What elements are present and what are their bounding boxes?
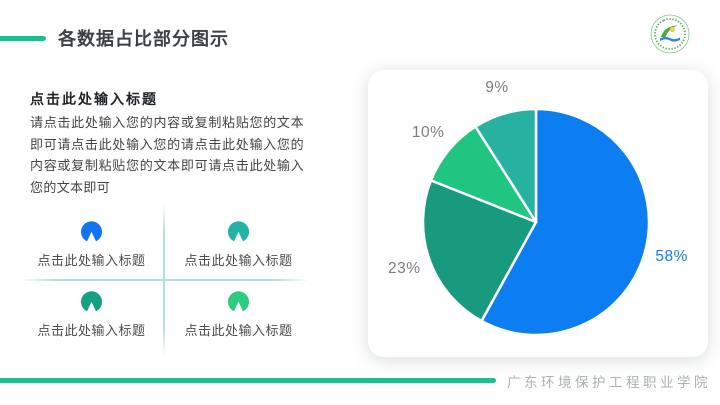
pie-percent-label: 9% (485, 78, 509, 96)
pie-slice (480, 107, 651, 337)
grid-item-1: 点击此处输入标题 (18, 210, 165, 280)
grid-divider-horizontal (20, 279, 310, 281)
grid-item-3: 点击此处输入标题 (18, 280, 165, 350)
title-accent-dash (0, 36, 46, 41)
intro-body-text: 请点击此处输入您的内容或复制粘贴您的文本即可请点击此处输入您的请点击此处输入您的… (30, 115, 304, 195)
feature-grid: 点击此处输入标题 点击此处输入标题 点击此处输入标题 点击此处输入标题 (18, 204, 312, 356)
school-logo-icon (650, 14, 690, 54)
notched-circle-icon (80, 221, 103, 243)
notched-circle-icon (227, 221, 250, 243)
pie-slice (429, 125, 538, 224)
pie-chart (421, 107, 651, 337)
footer-school-name: 广东环境保护工程职业学院 (507, 375, 711, 390)
pie-percent-label: 58% (655, 247, 688, 265)
pie-slice (474, 107, 538, 224)
notched-circle-icon (227, 291, 250, 313)
pie-percent-label: 23% (388, 260, 421, 278)
grid-item-label: 点击此处输入标题 (184, 253, 293, 268)
grid-item-2: 点击此处输入标题 (165, 210, 312, 280)
grid-item-4: 点击此处输入标题 (165, 280, 312, 350)
pie-percent-label: 10% (411, 123, 445, 141)
notched-circle-icon (80, 291, 103, 313)
grid-item-label: 点击此处输入标题 (184, 323, 293, 338)
grid-item-label: 点击此处输入标题 (37, 323, 146, 338)
grid-item-label: 点击此处输入标题 (37, 253, 146, 268)
page-title: 各数据占比部分图示 (58, 29, 229, 49)
pie-slice (421, 179, 538, 323)
intro-heading: 点击此处输入标题 (30, 91, 158, 107)
pie-chart-card: 58% 23% 10% 9% (368, 70, 708, 357)
footer-accent-bar (0, 378, 496, 383)
